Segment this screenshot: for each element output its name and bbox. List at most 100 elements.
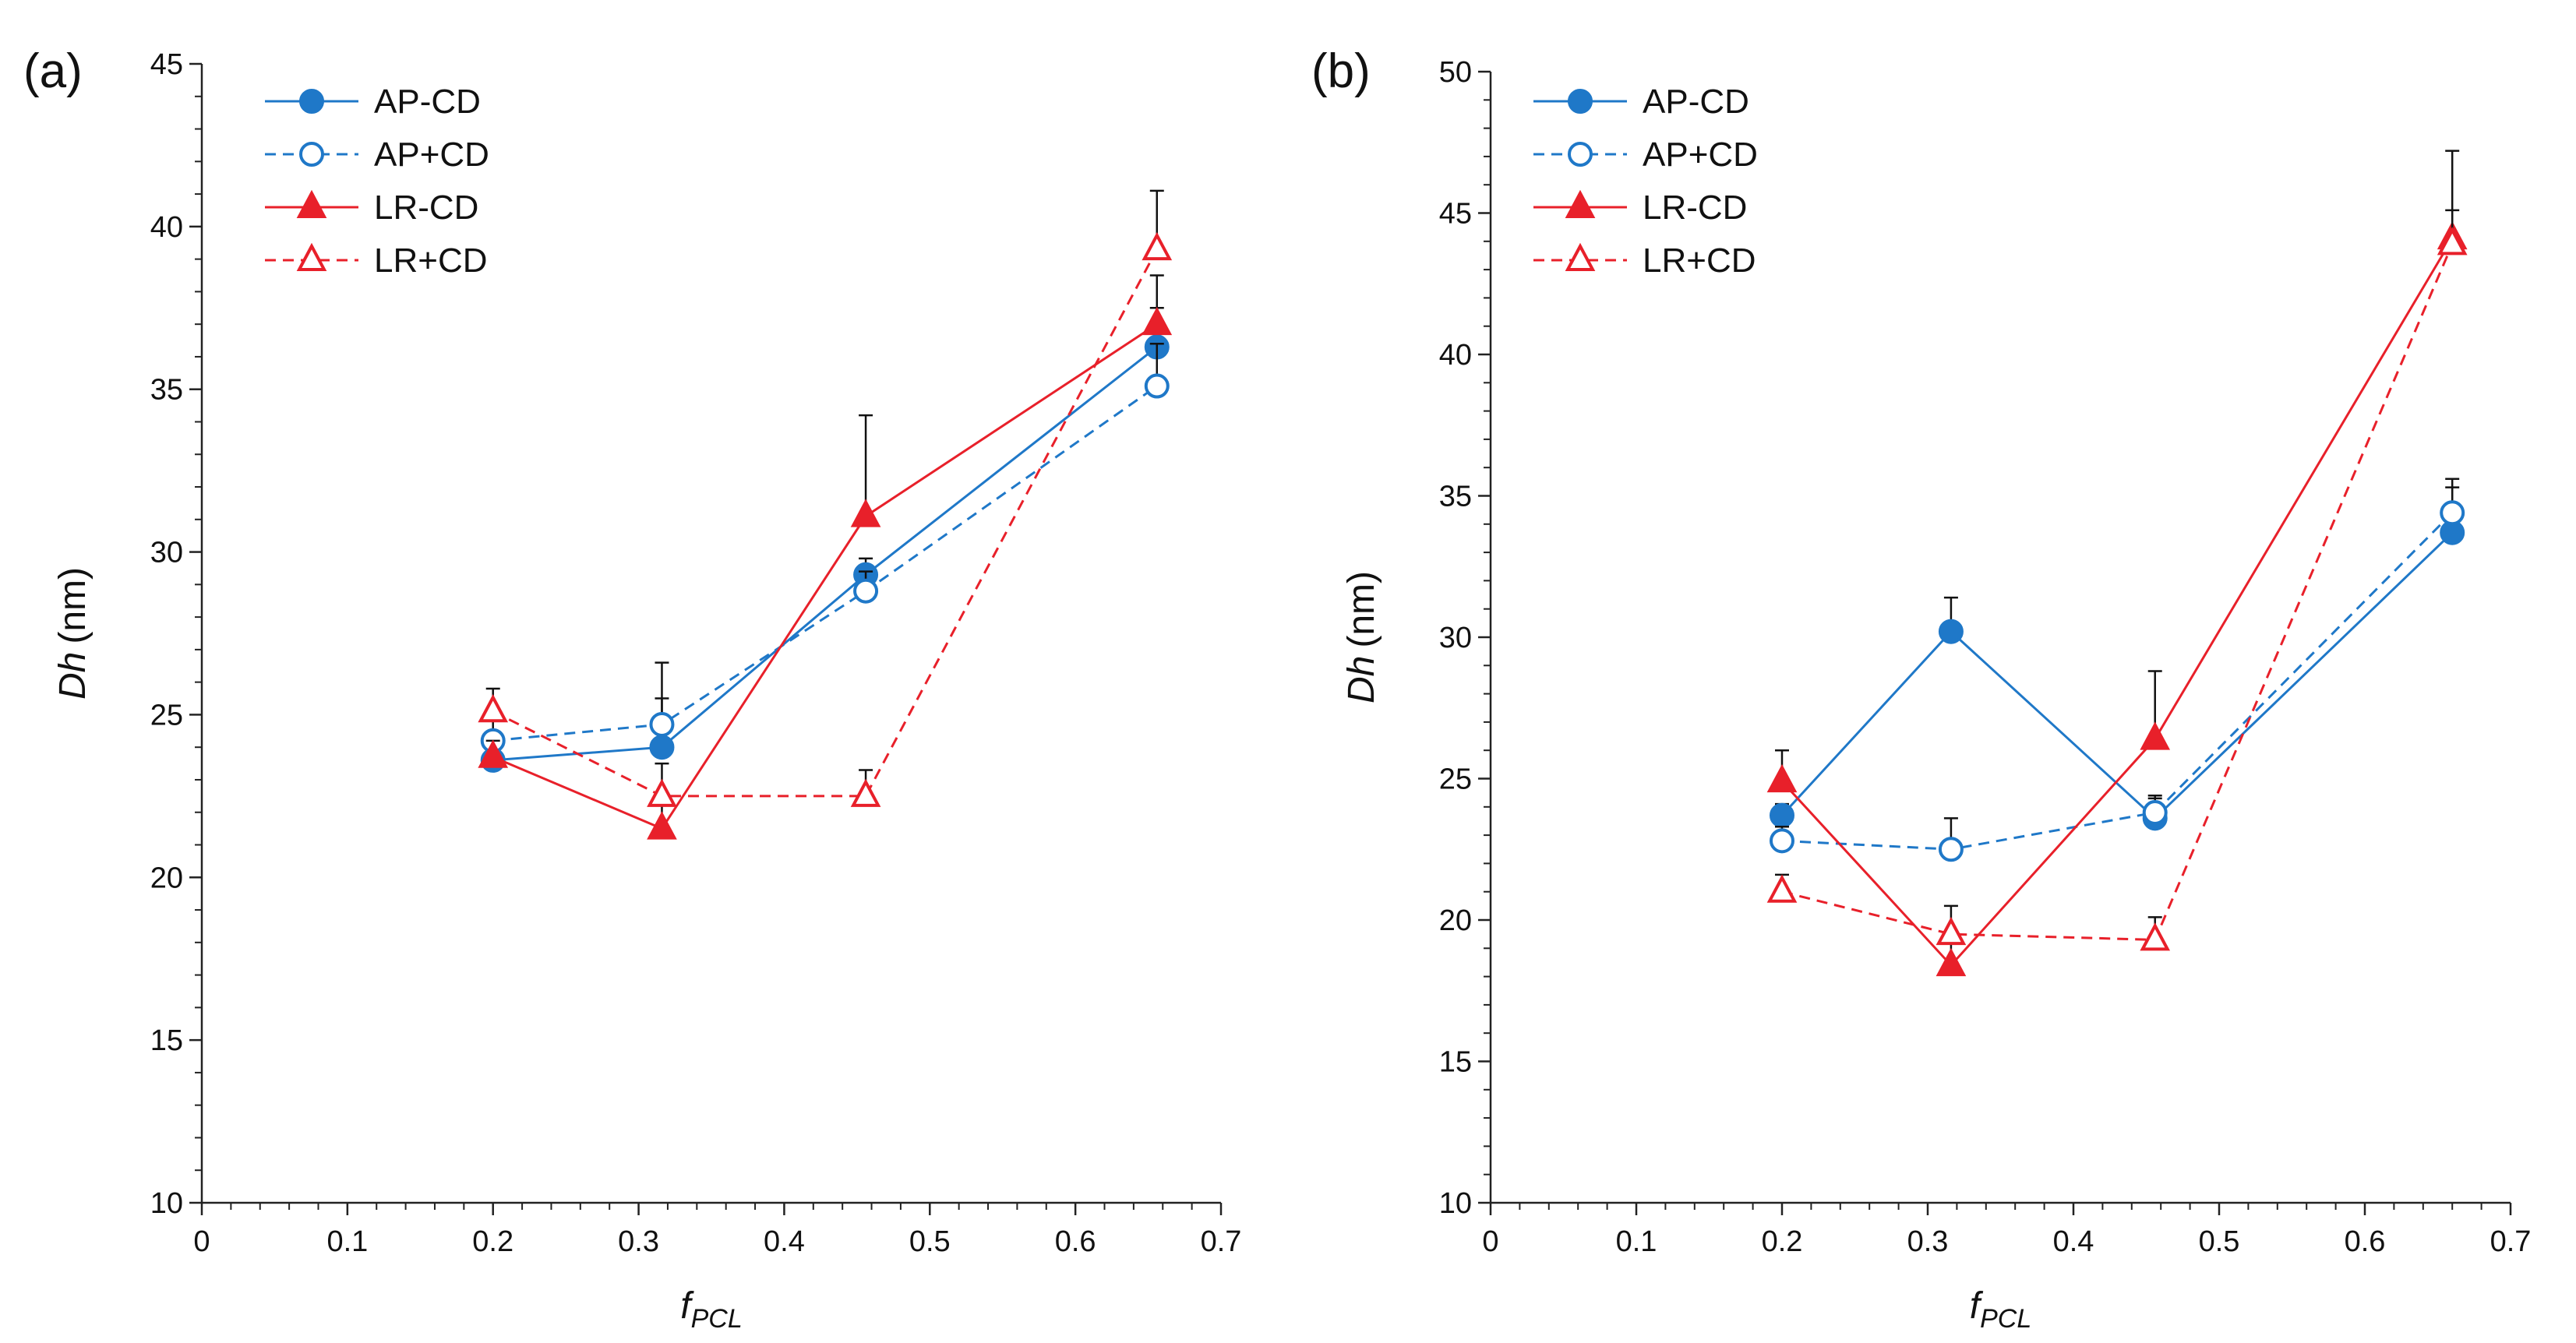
series-line (1780, 531, 2454, 820)
legend-label: LR+CD (374, 241, 488, 280)
y-axis-label-unit: (nm) (52, 567, 94, 644)
panel-b: (b) 0 0.1 0.2 0.3 0.4 0.5 0.6 0.7 10 15 20 25 30 35 40 4… (1311, 44, 2531, 1334)
y-tick-label: 45 (150, 48, 183, 81)
legend: AP-CD AP+CD LR-CD LR+CD (265, 83, 489, 280)
data-point (2140, 721, 2171, 750)
legend-marker (296, 189, 327, 218)
y-tick-label: 50 (1439, 56, 1472, 89)
data-point (2440, 500, 2465, 526)
panel-label: (b) (1311, 44, 1371, 98)
y-tick-label: 25 (1439, 763, 1472, 796)
legend-label: AP-CD (1643, 83, 1749, 121)
series-AP+CD (1770, 478, 2465, 862)
y-tick-label: 40 (1439, 339, 1472, 372)
legend-label: LR-CD (374, 189, 478, 227)
series-AP-CD (480, 307, 1170, 773)
y-tick-label: 15 (1439, 1046, 1472, 1079)
y-tick-label: 30 (1439, 622, 1472, 654)
x-tick-label: 0.1 (1616, 1225, 1657, 1258)
data-point (1770, 828, 1794, 854)
y-axis-label: Dh (nm) (52, 567, 94, 700)
data-point (478, 739, 509, 768)
x-axis-label-subscript: PCL (691, 1304, 743, 1334)
data-point (1938, 619, 1964, 644)
y-tick-label: 10 (1439, 1187, 1472, 1220)
x-tick-label: 0.1 (326, 1225, 368, 1258)
y-tick-label: 45 (1439, 198, 1472, 231)
x-axis-label: fPCL (680, 1285, 742, 1334)
legend-label: AP+CD (1643, 136, 1758, 174)
x-tick-label: 0.6 (1055, 1225, 1096, 1258)
data-point (1142, 306, 1173, 336)
series-line (492, 249, 1159, 798)
y-axis-label-main: Dh (1341, 656, 1382, 703)
legend-label: LR+CD (1643, 241, 1756, 280)
series-line (1781, 243, 2454, 941)
series-AP-CD (1770, 486, 2465, 831)
data-point (1766, 874, 1798, 903)
data-point (1936, 947, 1967, 977)
series-line (1781, 512, 2454, 851)
x-tick-label: 0.5 (2199, 1225, 2240, 1258)
legend-marker (1568, 89, 1593, 114)
data-point (2140, 922, 2171, 951)
x-tick-label: 0.6 (2345, 1225, 2386, 1258)
y-tick-label: 30 (150, 537, 183, 569)
y-axis-label-main: Dh (52, 652, 94, 700)
x-axis-label-subscript: PCL (1980, 1304, 2031, 1334)
legend-marker (1568, 142, 1593, 167)
legend-marker (1565, 242, 1596, 271)
legend-marker (299, 89, 324, 114)
data-point (1142, 231, 1173, 261)
legend-label: AP-CD (374, 83, 481, 121)
data-point (1770, 802, 1794, 828)
x-tick-label: 0.2 (1762, 1225, 1803, 1258)
x-tick-label: 0 (193, 1225, 210, 1258)
data-point (1938, 837, 1964, 862)
y-tick-label: 35 (150, 374, 183, 407)
x-tick-label: 0.4 (764, 1225, 805, 1258)
series-LR+CD (1766, 209, 2468, 951)
legend-marker (299, 142, 324, 167)
x-tick-label: 0.4 (2053, 1225, 2094, 1258)
x-tick-label: 0 (1482, 1225, 1498, 1258)
data-point (850, 499, 881, 527)
y-tick-label: 35 (1439, 481, 1472, 513)
legend: AP-CD AP+CD LR-CD LR+CD (1533, 83, 1758, 280)
data-point (1936, 916, 1967, 946)
y-tick-label: 20 (1439, 904, 1472, 937)
series-LR-CD (1766, 150, 2468, 977)
series-AP+CD (480, 342, 1170, 753)
data-point (1766, 763, 1798, 793)
panel-a: (a) 0 0.1 0.2 0.3 0.4 0.5 0.6 0.7 10 15 20 25 30 35 40 4… (23, 44, 1241, 1334)
series-line (492, 346, 1158, 762)
x-tick-label: 0.3 (1907, 1225, 1949, 1258)
y-axis-label-unit: (nm) (1341, 571, 1382, 648)
x-tick-label: 0.7 (1201, 1225, 1242, 1258)
data-point (647, 778, 677, 807)
series-LR-CD (478, 274, 1173, 840)
x-tick-label: 0.3 (618, 1225, 659, 1258)
y-tick-label: 40 (150, 211, 183, 244)
x-tick-label: 0.2 (472, 1225, 513, 1258)
y-tick-label: 15 (150, 1024, 183, 1057)
y-tick-label: 25 (150, 699, 183, 731)
series-LR+CD (478, 189, 1173, 807)
x-axis-label: fPCL (1970, 1285, 2031, 1334)
data-point (850, 778, 881, 807)
series-line (492, 323, 1158, 830)
legend-marker (296, 242, 327, 271)
x-tick-label: 0.5 (909, 1225, 951, 1258)
data-point (649, 735, 675, 760)
y-axis-label: Dh (nm) (1341, 571, 1382, 703)
data-point (1144, 373, 1170, 399)
panel-label: (a) (23, 44, 83, 98)
data-point (649, 711, 675, 737)
data-point (853, 578, 879, 604)
data-point (2142, 800, 2168, 826)
series-line (492, 385, 1158, 742)
data-point (2437, 227, 2468, 256)
legend-label: AP+CD (374, 136, 489, 174)
series-line (1780, 238, 2454, 968)
